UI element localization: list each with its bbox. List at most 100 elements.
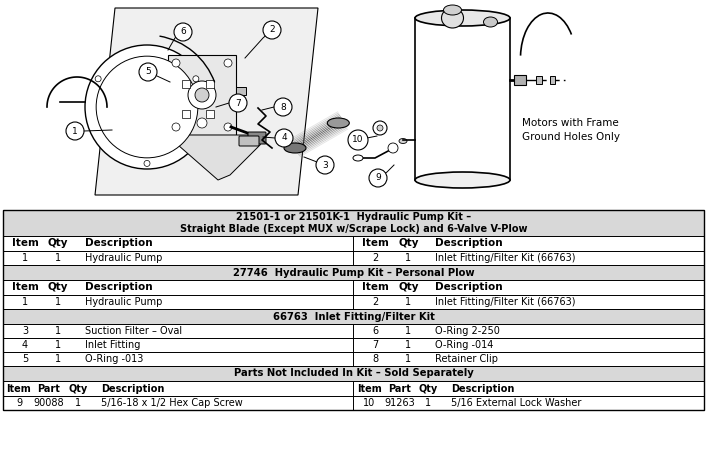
Circle shape bbox=[224, 123, 232, 131]
Text: 6: 6 bbox=[180, 27, 186, 37]
Text: Qty: Qty bbox=[48, 282, 69, 292]
Text: 1: 1 bbox=[405, 253, 411, 263]
Text: Description: Description bbox=[436, 239, 503, 249]
Ellipse shape bbox=[441, 8, 464, 28]
Text: 21501-1 or 21501K-1  Hydraulic Pump Kit –: 21501-1 or 21501K-1 Hydraulic Pump Kit – bbox=[236, 213, 471, 222]
Circle shape bbox=[85, 45, 209, 169]
Text: O-Ring -013: O-Ring -013 bbox=[85, 354, 144, 364]
Text: 1: 1 bbox=[405, 354, 411, 364]
Text: Straight Blade (Except MUX w/Scrape Lock) and 6-Valve V-Plow: Straight Blade (Except MUX w/Scrape Lock… bbox=[180, 224, 527, 234]
Bar bbox=[3, 338, 704, 352]
Text: 4: 4 bbox=[281, 133, 287, 143]
Bar bbox=[3, 280, 704, 295]
Text: 1: 1 bbox=[55, 326, 61, 336]
Text: Motors with Frame
Ground Holes Only: Motors with Frame Ground Holes Only bbox=[522, 118, 620, 142]
Text: 5/16-18 x 1/2 Hex Cap Screw: 5/16-18 x 1/2 Hex Cap Screw bbox=[101, 398, 243, 408]
Circle shape bbox=[139, 63, 157, 81]
Text: 91263: 91263 bbox=[384, 398, 415, 408]
Text: Description: Description bbox=[85, 239, 153, 249]
Text: Item: Item bbox=[11, 239, 38, 249]
Text: 1: 1 bbox=[22, 297, 28, 307]
Ellipse shape bbox=[399, 138, 407, 143]
Text: 3: 3 bbox=[22, 326, 28, 336]
Bar bbox=[206, 80, 214, 88]
Bar bbox=[3, 210, 704, 410]
Text: Qty: Qty bbox=[398, 239, 419, 249]
Text: Item: Item bbox=[11, 282, 38, 292]
Text: 1: 1 bbox=[55, 340, 61, 350]
Bar bbox=[168, 55, 236, 135]
Text: 5: 5 bbox=[145, 68, 151, 76]
Bar bbox=[3, 309, 704, 324]
Text: 1: 1 bbox=[55, 253, 61, 263]
Text: Retainer Clip: Retainer Clip bbox=[436, 354, 498, 364]
Bar bbox=[182, 80, 190, 88]
Circle shape bbox=[275, 129, 293, 147]
Text: Inlet Fitting/Filter Kit (66763): Inlet Fitting/Filter Kit (66763) bbox=[436, 253, 576, 263]
Circle shape bbox=[348, 130, 368, 150]
Bar bbox=[3, 381, 704, 396]
Text: 5/16 External Lock Washer: 5/16 External Lock Washer bbox=[452, 398, 582, 408]
Circle shape bbox=[197, 118, 207, 128]
Text: O-Ring -014: O-Ring -014 bbox=[436, 340, 494, 350]
Text: Part: Part bbox=[37, 383, 60, 393]
Text: 6: 6 bbox=[373, 326, 378, 336]
Circle shape bbox=[172, 123, 180, 131]
Text: Part: Part bbox=[388, 383, 411, 393]
Text: 4: 4 bbox=[22, 340, 28, 350]
Bar bbox=[3, 324, 704, 338]
Text: Description: Description bbox=[85, 282, 153, 292]
Text: 27746  Hydraulic Pump Kit – Personal Plow: 27746 Hydraulic Pump Kit – Personal Plow bbox=[233, 267, 474, 277]
Ellipse shape bbox=[484, 17, 498, 27]
Text: Description: Description bbox=[101, 383, 164, 393]
Polygon shape bbox=[95, 8, 318, 195]
Bar bbox=[182, 110, 190, 118]
Ellipse shape bbox=[415, 172, 510, 188]
Circle shape bbox=[174, 23, 192, 41]
Text: Hydraulic Pump: Hydraulic Pump bbox=[85, 253, 163, 263]
Text: O-Ring 2-250: O-Ring 2-250 bbox=[436, 326, 501, 336]
Text: 90088: 90088 bbox=[34, 398, 64, 408]
Text: 1: 1 bbox=[426, 398, 431, 408]
Text: 1: 1 bbox=[75, 398, 81, 408]
Text: Suction Filter – Oval: Suction Filter – Oval bbox=[85, 326, 182, 336]
Text: 2: 2 bbox=[373, 253, 379, 263]
Text: 2: 2 bbox=[373, 297, 379, 307]
Bar bbox=[3, 265, 704, 280]
Circle shape bbox=[172, 59, 180, 67]
Circle shape bbox=[95, 76, 101, 82]
Circle shape bbox=[66, 122, 84, 140]
Bar bbox=[3, 236, 704, 251]
Circle shape bbox=[224, 59, 232, 67]
Circle shape bbox=[193, 76, 199, 82]
Ellipse shape bbox=[327, 118, 349, 128]
Text: Description: Description bbox=[452, 383, 515, 393]
Circle shape bbox=[144, 160, 150, 166]
Text: 1: 1 bbox=[22, 253, 28, 263]
Text: 1: 1 bbox=[405, 297, 411, 307]
Text: Item: Item bbox=[362, 239, 389, 249]
Text: Item: Item bbox=[357, 383, 382, 393]
Polygon shape bbox=[173, 135, 265, 180]
Text: Parts Not Included In Kit – Sold Separately: Parts Not Included In Kit – Sold Separat… bbox=[233, 368, 474, 378]
Text: 3: 3 bbox=[322, 160, 328, 170]
Bar bbox=[550, 75, 555, 84]
Ellipse shape bbox=[415, 10, 510, 26]
Bar bbox=[206, 110, 214, 118]
Circle shape bbox=[316, 156, 334, 174]
Ellipse shape bbox=[353, 155, 363, 161]
Circle shape bbox=[388, 143, 398, 153]
Circle shape bbox=[274, 98, 292, 116]
Bar bbox=[236, 87, 246, 95]
Bar bbox=[3, 396, 704, 410]
Text: Qty: Qty bbox=[419, 383, 438, 393]
Circle shape bbox=[96, 56, 198, 158]
Text: Qty: Qty bbox=[398, 282, 419, 292]
Circle shape bbox=[263, 21, 281, 39]
Text: Qty: Qty bbox=[69, 383, 88, 393]
Circle shape bbox=[369, 169, 387, 187]
Circle shape bbox=[195, 88, 209, 102]
Circle shape bbox=[373, 121, 387, 135]
Bar bbox=[514, 74, 526, 85]
Text: 10: 10 bbox=[352, 135, 363, 144]
